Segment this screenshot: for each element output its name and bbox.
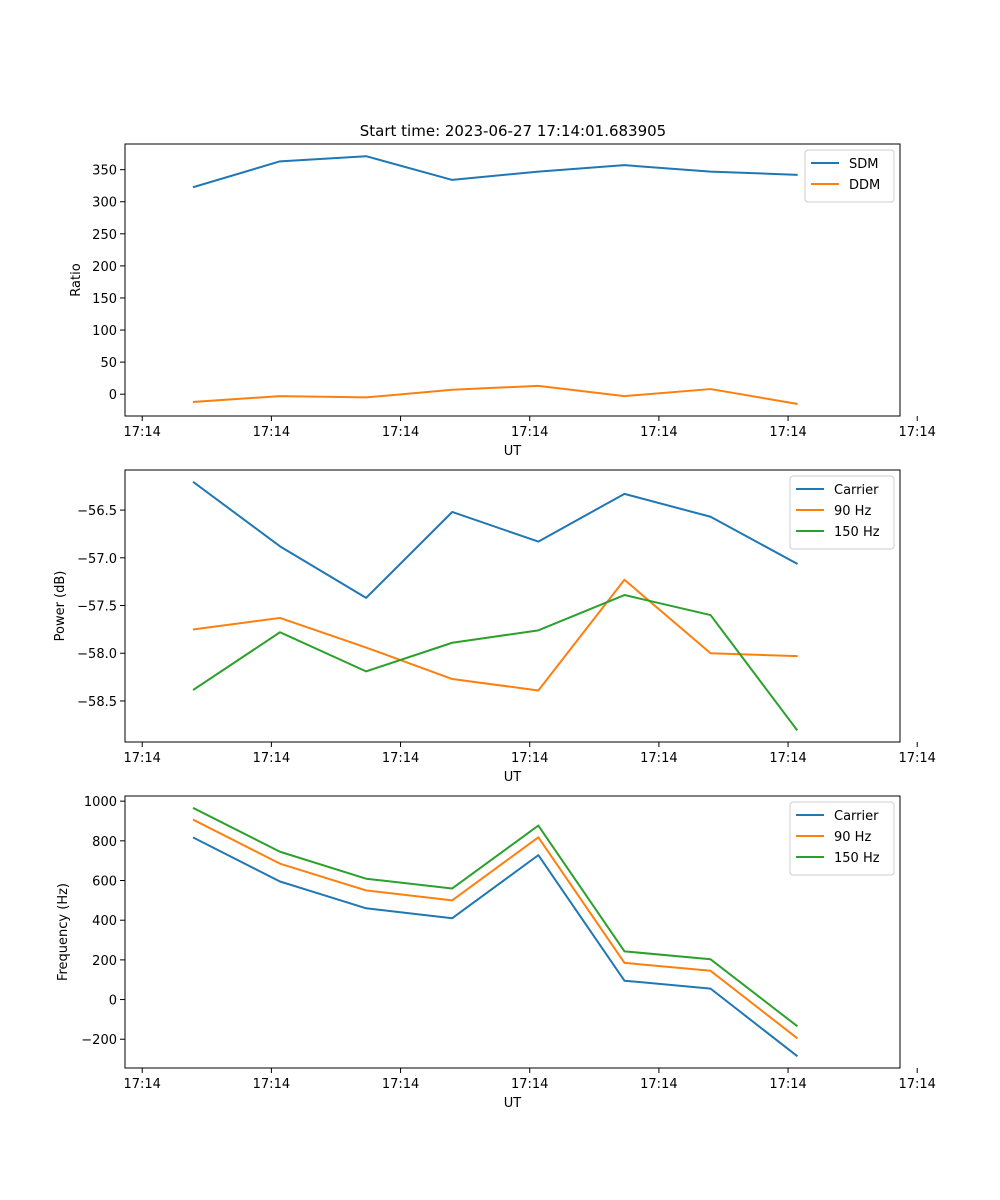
x-tick-label: 17:14 (511, 751, 548, 766)
legend-label: 150 Hz (834, 851, 880, 866)
x-tick-label: 17:14 (123, 1077, 160, 1092)
y-tick-label: −57.5 (77, 600, 117, 615)
y-tick-label: 50 (100, 356, 117, 371)
series-group (192, 806, 799, 1058)
legend-label: 90 Hz (834, 504, 871, 519)
x-tick-label: 17:14 (511, 1077, 548, 1092)
x-tick-label: 17:14 (253, 751, 290, 766)
legend: SDM DDM (804, 149, 895, 203)
series-line-150-hz (192, 594, 799, 731)
x-tick-label: 17:14 (769, 1077, 806, 1092)
y-tick-label: 800 (92, 835, 117, 850)
x-tick-label: 17:14 (640, 751, 677, 766)
legend-label: SDM (849, 157, 878, 172)
y-tick-label: −58.5 (77, 695, 117, 710)
x-tick-label: 17:14 (253, 425, 290, 440)
legend-label: Carrier (834, 809, 879, 824)
x-tick-label: 17:14 (898, 425, 935, 440)
x-axis-label: UT (504, 770, 522, 785)
legend-label: Carrier (834, 483, 879, 498)
x-tick-label: 17:14 (898, 1077, 935, 1092)
x-tick-label: 17:14 (898, 751, 935, 766)
legend: Carrier 90 Hz 150 Hz (789, 801, 895, 876)
y-tick-label: 600 (92, 875, 117, 890)
y-tick-label: 150 (92, 292, 117, 307)
y-tick-label: 100 (92, 324, 117, 339)
y-tick-label: 400 (92, 914, 117, 929)
y-tick-label: 250 (92, 228, 117, 243)
series-line-ddm (192, 384, 798, 405)
y-tick-label: 350 (92, 164, 117, 179)
axes-frame (124, 143, 901, 417)
x-tick-label: 17:14 (640, 425, 677, 440)
series-group (192, 481, 799, 731)
y-tick-label: 1000 (84, 795, 117, 810)
series-line-90-hz (192, 818, 799, 1040)
series-group (192, 155, 798, 405)
axes-frame (124, 795, 901, 1069)
chart-panel-3: 17:14 17:14 17:14 17:14 17:14 17:14 17:14 −200 0… (56, 795, 936, 1111)
y-tick-label: 200 (92, 260, 117, 275)
y-tick-label: 0 (109, 994, 117, 1009)
x-axis-label: UT (504, 1096, 522, 1111)
y-axis-label: Ratio (69, 263, 84, 296)
series-line-sdm (192, 155, 798, 189)
x-tick-label: 17:14 (382, 751, 419, 766)
legend-label: 90 Hz (834, 830, 871, 845)
legend-label: DDM (849, 178, 880, 193)
y-tick-label: 200 (92, 954, 117, 969)
y-tick-label: 0 (109, 388, 117, 403)
y-tick-label: −200 (81, 1033, 117, 1048)
figure-title: Start time: 2023-06-27 17:14:01.683905 (360, 122, 666, 140)
x-tick-label: 17:14 (123, 425, 160, 440)
x-tick-label: 17:14 (769, 425, 806, 440)
y-tick-label: −56.5 (77, 504, 117, 519)
legend-label: 150 Hz (834, 525, 880, 540)
x-axis-label: UT (504, 444, 522, 459)
x-tick-label: 17:14 (382, 1077, 419, 1092)
series-line-150-hz (192, 806, 799, 1028)
x-tick-label: 17:14 (253, 1077, 290, 1092)
series-line-carrier (192, 836, 799, 1058)
chart-panel-2: 17:14 17:14 17:14 17:14 17:14 17:14 17:14 −58.5… (53, 469, 936, 785)
y-tick-label: −57.0 (77, 552, 117, 567)
chart-panel-1: 17:14 17:14 17:14 17:14 17:14 17:14 17:14 0 50 10… (69, 143, 936, 459)
y-tick-label: −58.0 (77, 647, 117, 662)
x-tick-label: 17:14 (769, 751, 806, 766)
x-tick-label: 17:14 (382, 425, 419, 440)
y-axis-label: Frequency (Hz) (56, 883, 71, 981)
legend: Carrier 90 Hz 150 Hz (789, 475, 895, 550)
series-line-carrier (192, 481, 799, 599)
y-tick-label: 300 (92, 196, 117, 211)
series-line-90-hz (192, 578, 798, 692)
x-tick-label: 17:14 (511, 425, 548, 440)
y-axis-label: Power (dB) (53, 571, 68, 642)
x-tick-label: 17:14 (123, 751, 160, 766)
x-tick-label: 17:14 (640, 1077, 677, 1092)
panels: 17:14 17:14 17:14 17:14 17:14 17:14 17:14 0 50 10… (53, 143, 936, 1111)
